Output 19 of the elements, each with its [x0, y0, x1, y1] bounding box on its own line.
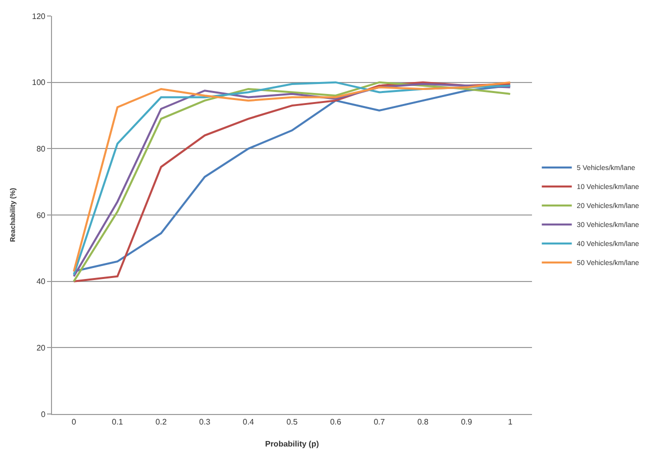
y-tick-label: 80 [36, 144, 46, 154]
x-tick-label: 0.8 [417, 418, 430, 427]
x-tick-label: 0.1 [112, 418, 124, 427]
x-tick-label: 0.6 [330, 418, 342, 427]
x-tick-label: 0.7 [374, 418, 386, 427]
x-tick-label: 0.4 [242, 418, 254, 427]
y-tick-label: 20 [36, 343, 46, 352]
y-tick-label: 0 [40, 410, 46, 419]
x-axis-title: Probability (p) [265, 440, 320, 449]
x-tick-label: 0.9 [460, 418, 473, 427]
y-tick-label: 60 [36, 210, 46, 220]
y-tick-label: 100 [32, 78, 46, 88]
x-tick-label: 0.2 [156, 418, 168, 427]
x-tick-label: 0.5 [286, 418, 298, 427]
x-tick-label: 1 [508, 418, 513, 427]
x-tick-label: 0 [72, 418, 77, 427]
y-tick-label: 120 [32, 12, 46, 21]
y-tick-label: 40 [36, 277, 46, 286]
x-tick-label: 0.3 [199, 418, 211, 427]
